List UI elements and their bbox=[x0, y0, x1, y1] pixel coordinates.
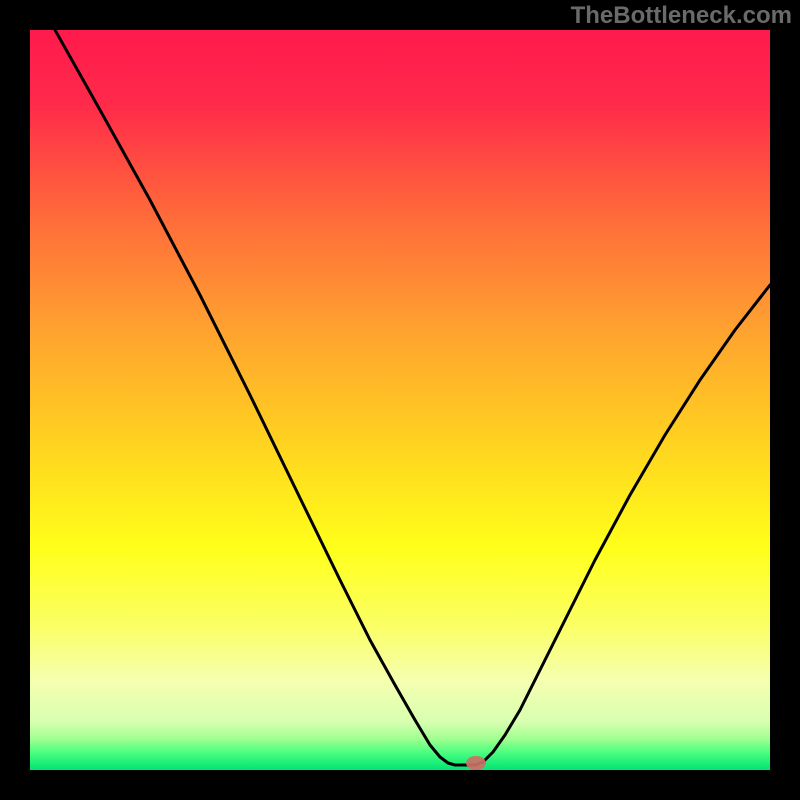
gradient-background bbox=[30, 30, 770, 770]
watermark-text: TheBottleneck.com bbox=[571, 2, 792, 30]
bottleneck-chart bbox=[0, 0, 800, 800]
optimal-point-marker bbox=[466, 756, 486, 770]
